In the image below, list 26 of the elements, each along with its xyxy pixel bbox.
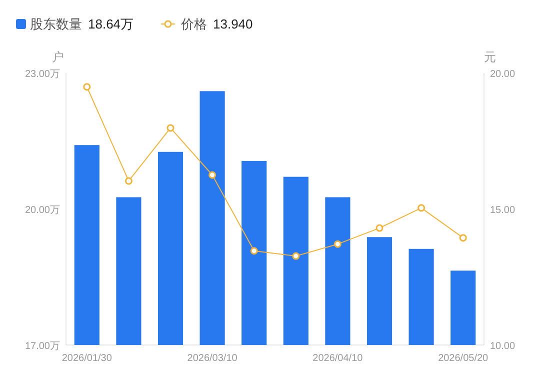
point bbox=[83, 83, 91, 91]
x-tick-label: 2026/05/20 bbox=[438, 353, 489, 364]
x-tick-label: 2026/01/30 bbox=[62, 353, 112, 364]
legend-label: 股东数量 bbox=[30, 16, 82, 32]
x-tick-label: 2026/03/10 bbox=[187, 353, 238, 364]
x-tick-label: 2026/04/10 bbox=[312, 353, 364, 364]
point bbox=[166, 124, 174, 132]
legend-label: 价格 bbox=[180, 16, 207, 32]
point bbox=[334, 240, 342, 248]
y2-axis-title: 元 bbox=[484, 50, 496, 64]
y-tick-label: 23.00万 bbox=[24, 69, 60, 80]
point bbox=[208, 171, 216, 179]
y2-tick-label: 10.00 bbox=[490, 341, 516, 352]
point bbox=[459, 234, 467, 242]
y2-tick-label: 15.00 bbox=[490, 205, 516, 216]
point bbox=[376, 224, 384, 232]
y-tick-label: 20.00万 bbox=[24, 205, 60, 216]
point bbox=[124, 177, 132, 185]
text: 13.940 bbox=[213, 16, 253, 32]
point bbox=[292, 252, 300, 260]
point bbox=[250, 247, 258, 255]
y-axis-title: 户 bbox=[52, 50, 64, 64]
point bbox=[418, 204, 426, 212]
y-tick-label: 17.00万 bbox=[24, 341, 60, 352]
y2-tick-label: 20.00 bbox=[490, 69, 516, 80]
text: 18.64万 bbox=[88, 16, 134, 32]
